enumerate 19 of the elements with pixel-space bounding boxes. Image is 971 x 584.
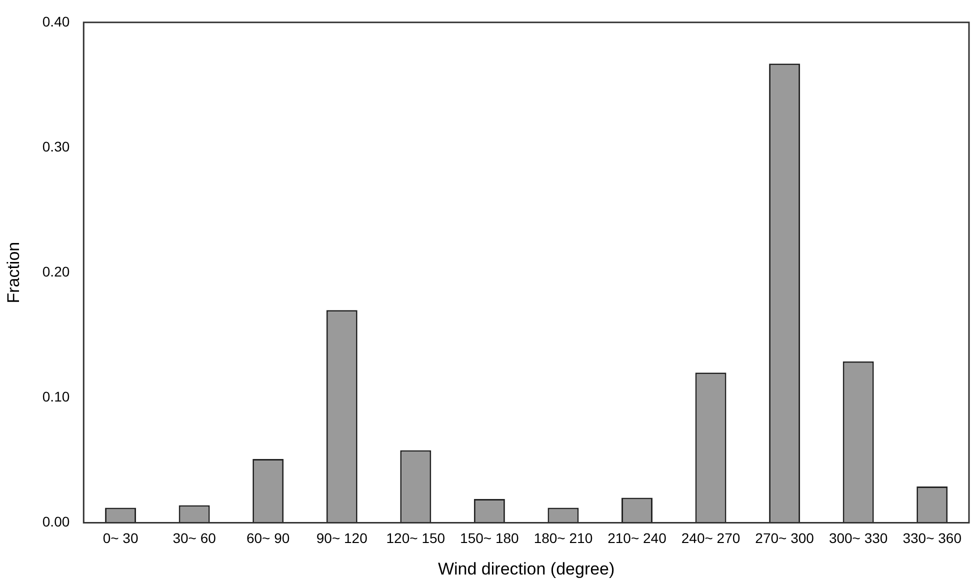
x-tick-label: 0~ 30 — [102, 530, 138, 546]
y-tick-label: 0.00 — [42, 514, 70, 530]
x-tick-label: 240~ 270 — [681, 530, 740, 546]
x-tick-label: 150~ 180 — [460, 530, 520, 546]
x-tick-label: 180~ 210 — [534, 530, 593, 546]
x-axis-title: Wind direction (degree) — [438, 559, 615, 578]
x-tick-label: 330~ 360 — [902, 530, 962, 546]
y-tick-label: 0.20 — [42, 263, 70, 280]
y-axis-title: Fraction — [4, 242, 23, 304]
x-tick-label: 90~ 120 — [316, 530, 368, 546]
x-tick-label: 60~ 90 — [246, 530, 290, 546]
x-tick-label: 30~ 60 — [172, 530, 216, 546]
y-tick-label: 0.30 — [42, 138, 70, 154]
x-tick-label: 120~ 150 — [386, 530, 446, 546]
y-tick-label: 0.10 — [42, 388, 70, 405]
y-tick-label: 0.40 — [42, 13, 70, 30]
x-tick-label: 270~ 300 — [755, 530, 814, 546]
x-tick-label: 210~ 240 — [608, 530, 667, 546]
x-tick-label: 300~ 330 — [828, 530, 888, 546]
